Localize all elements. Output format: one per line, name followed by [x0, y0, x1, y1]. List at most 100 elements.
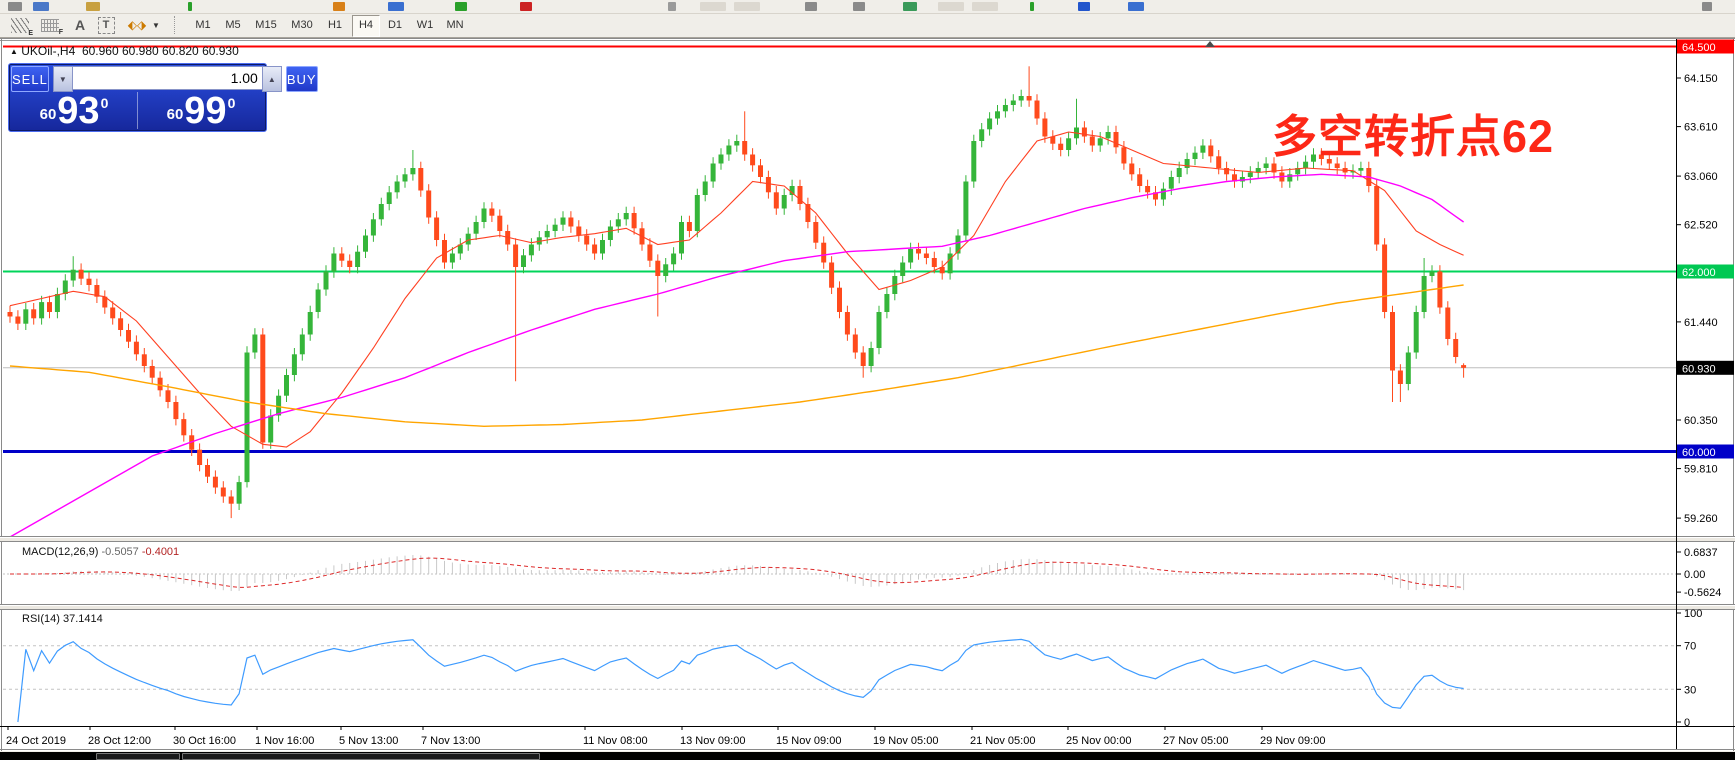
arrows-icon: ⬖⬗	[127, 18, 147, 32]
fibo-grid-icon: F	[41, 18, 63, 36]
macd-indicator-label: MACD(12,26,9) -0.5057 -0.4001	[22, 546, 180, 558]
svg-text:59.810: 59.810	[1684, 464, 1718, 476]
volume-decrease-button[interactable]: ▼	[52, 66, 73, 92]
fast-ma	[9, 131, 1464, 448]
fibonacci-tool-icon[interactable]: F	[38, 15, 63, 36]
chart-canvas[interactable]: 64.150 63.610 63.060 62.520 61.440 60.350 59.8…	[0, 38, 1735, 751]
one-click-trading-panel: SELL ▼ ▲ BUY 60 93 0 60 99 0	[8, 63, 318, 132]
chart-window: 64.150 63.610 63.060 62.520 61.440 60.350 59.8…	[0, 38, 1735, 751]
svg-text:63.060: 63.060	[1684, 171, 1718, 183]
toolbar-icon-fragment[interactable]	[1030, 2, 1034, 11]
svg-text:0.00: 0.00	[1684, 569, 1705, 581]
svg-text:60.350: 60.350	[1684, 415, 1718, 427]
svg-text:60.000: 60.000	[1682, 447, 1716, 459]
svg-text:70: 70	[1684, 641, 1696, 653]
slow-ma	[9, 284, 1464, 428]
date-label: 21 Nov 05:00	[970, 735, 1035, 747]
toolbar-icon-fragment[interactable]	[972, 2, 998, 11]
svg-text:60.930: 60.930	[1682, 363, 1716, 375]
toolbar-icon-fragment[interactable]	[938, 2, 964, 11]
timeframe-button-m15[interactable]: M15	[255, 19, 277, 31]
symbol-period-label: UKOil-,H4	[21, 44, 76, 58]
rsi-indicator-label: RSI(14) 37.1414	[22, 613, 103, 625]
channel-icon: E	[11, 17, 33, 37]
toolbar-icon-fragment[interactable]	[33, 2, 49, 11]
volume-spinner: ▼ ▲	[52, 66, 282, 92]
text-tool-icon[interactable]: A	[74, 17, 86, 33]
date-label: 5 Nov 13:00	[339, 735, 398, 747]
timeframe-toolbar: E F A T ⬖⬗ ▼ M1 M5 M15 M30 H1 H4 D1 W1 MN	[0, 14, 1735, 38]
timeframe-button-m1[interactable]: M1	[195, 19, 211, 31]
timeframe-button-m5[interactable]: M5	[225, 19, 241, 31]
svg-text:100: 100	[1684, 608, 1702, 620]
svg-text:0.6837: 0.6837	[1684, 547, 1718, 559]
svg-text:-0.5624: -0.5624	[1684, 587, 1721, 599]
svg-text:62.000: 62.000	[1682, 267, 1716, 279]
date-label: 1 Nov 16:00	[255, 735, 314, 747]
toolbar-icon-fragment[interactable]	[388, 2, 404, 11]
toolbar-icon-fragment[interactable]	[903, 2, 917, 11]
rsi-line	[17, 638, 1464, 723]
sell-price[interactable]: 60 93 0	[11, 92, 138, 130]
main-toolbar-partial	[0, 0, 1735, 14]
text-label-tool-icon[interactable]: T	[96, 15, 116, 35]
svg-text:59.260: 59.260	[1684, 513, 1718, 525]
timeframe-button-h1[interactable]: H1	[327, 19, 343, 31]
toolbar-icon-fragment[interactable]	[700, 2, 726, 11]
timeframe-button-d1[interactable]: D1	[387, 19, 403, 31]
svg-text:64.500: 64.500	[1682, 42, 1716, 54]
svg-text:0: 0	[1684, 717, 1690, 729]
toolbar-icon-fragment[interactable]	[333, 2, 345, 11]
toolbar-icon-fragment[interactable]	[1702, 2, 1712, 11]
volume-increase-button[interactable]: ▲	[261, 66, 282, 92]
toolbar-icon-fragment[interactable]	[86, 2, 100, 11]
date-label: 19 Nov 05:00	[873, 735, 938, 747]
date-label: 24 Oct 2019	[6, 735, 66, 747]
date-label: 13 Nov 09:00	[680, 735, 745, 747]
toolbar-icon-fragment[interactable]	[734, 2, 760, 11]
candles-group	[7, 66, 1467, 519]
svg-text:30: 30	[1684, 684, 1696, 696]
medium-ma	[9, 173, 1465, 538]
svg-text:63.610: 63.610	[1684, 122, 1718, 134]
chart-title: ▲ UKOil-,H4 60.960 60.980 60.820 60.930	[10, 44, 239, 58]
collapse-triangle-icon[interactable]: ▲	[10, 47, 18, 56]
toolbar-icon-fragment[interactable]	[8, 2, 22, 11]
svg-text:61.440: 61.440	[1684, 317, 1718, 329]
buy-button[interactable]: BUY	[285, 66, 318, 92]
date-label: 15 Nov 09:00	[776, 735, 841, 747]
toolbar-icon-fragment[interactable]	[668, 2, 676, 11]
svg-text:64.150: 64.150	[1684, 73, 1718, 85]
toolbar-icon-fragment[interactable]	[188, 2, 192, 11]
taskbar-segment	[96, 753, 180, 760]
toolbar-icon-fragment[interactable]	[1078, 2, 1090, 11]
buy-price[interactable]: 60 99 0	[166, 90, 236, 132]
sell-button[interactable]: SELL	[11, 66, 49, 92]
taskbar-segment	[182, 753, 540, 760]
bottom-taskbar-sliver	[0, 752, 1735, 760]
arrow-styles-tool-icon[interactable]: ⬖⬗	[126, 15, 148, 35]
date-label: 27 Nov 05:00	[1163, 735, 1228, 747]
ohlc-readout: 60.960 60.980 60.820 60.930	[81, 44, 239, 58]
arrow-styles-dropdown[interactable]: ▼	[150, 15, 162, 35]
timeframe-button-m30[interactable]: M30	[291, 19, 313, 31]
chevron-down-icon: ▼	[152, 20, 160, 30]
toolbar-icon-fragment[interactable]	[805, 2, 817, 11]
timeframe-button-mn[interactable]: MN	[446, 19, 464, 31]
svg-text:62.520: 62.520	[1684, 220, 1718, 232]
date-label: 29 Nov 09:00	[1260, 735, 1325, 747]
toolbar-separator	[174, 16, 175, 34]
date-label: 30 Oct 16:00	[173, 735, 236, 747]
date-label: 7 Nov 13:00	[421, 735, 480, 747]
toolbar-icon-fragment[interactable]	[1128, 2, 1144, 11]
timeframe-button-w1[interactable]: W1	[416, 19, 434, 31]
toolbar-icon-fragment[interactable]	[455, 2, 467, 11]
chart-annotation-text: 多空转折点62	[1272, 111, 1555, 162]
volume-input[interactable]	[72, 66, 262, 90]
toolbar-icon-fragment[interactable]	[520, 2, 532, 11]
toolbar-icon-fragment[interactable]	[853, 2, 865, 11]
equidistant-channel-tool-icon[interactable]: E	[8, 15, 33, 37]
date-label: 28 Oct 12:00	[88, 735, 151, 747]
timeframe-button-h4[interactable]: H4	[352, 15, 380, 37]
